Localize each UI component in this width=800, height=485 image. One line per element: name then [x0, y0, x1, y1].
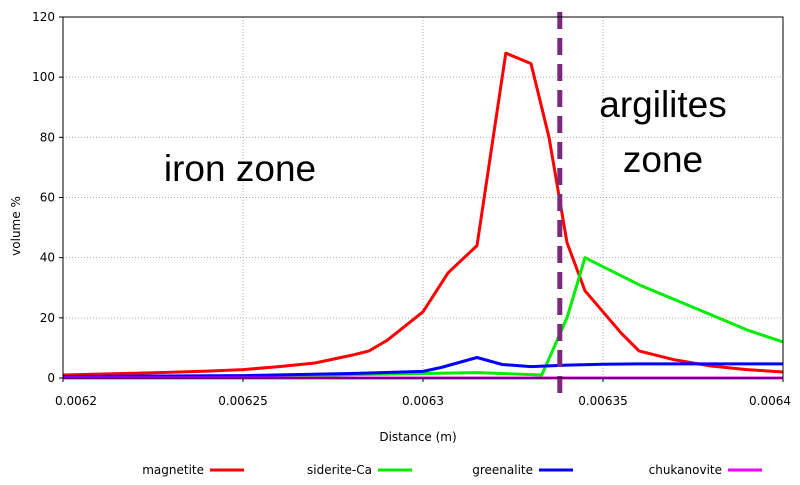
y-tick-label: 0 — [47, 371, 55, 385]
y-tick-label: 20 — [40, 311, 55, 325]
annotation-argilites-line2: zone — [623, 139, 703, 180]
legend-label: greenalite — [472, 463, 533, 477]
legend-label: siderite-Ca — [307, 463, 372, 477]
series-line-magnetite — [62, 51, 784, 377]
y-axis-ticks: 0 20 40 60 80 100 120 — [32, 10, 63, 385]
series-line-siderite-Ca — [62, 256, 784, 379]
annotation-iron-zone: iron zone — [164, 148, 316, 189]
y-tick-label: 120 — [32, 10, 55, 24]
y-tick-label: 40 — [40, 251, 55, 265]
legend-label: chukanovite — [649, 463, 722, 477]
legend-label: magnetite — [142, 463, 204, 477]
y-axis-title: volume % — [9, 196, 23, 256]
x-tick-label: 0.00635 — [578, 394, 628, 408]
x-axis-title: Distance (m) — [379, 430, 456, 444]
x-tick-label: 0.0062 — [55, 394, 97, 408]
annotation-argilites-line1: argilites — [599, 84, 727, 125]
legend: magnetite siderite-Ca greenalite chukanovit… — [142, 463, 762, 477]
y-tick-label: 100 — [32, 70, 55, 84]
x-axis-ticks: 0.0062 0.00625 0.0063 0.00635 0.0064 — [55, 378, 791, 408]
x-tick-label: 0.0064 — [749, 394, 791, 408]
y-tick-label: 80 — [40, 130, 55, 144]
y-tick-label: 60 — [40, 191, 55, 205]
x-tick-label: 0.0063 — [402, 394, 444, 408]
series-line-greenalite — [62, 356, 783, 378]
x-tick-label: 0.00625 — [218, 394, 268, 408]
